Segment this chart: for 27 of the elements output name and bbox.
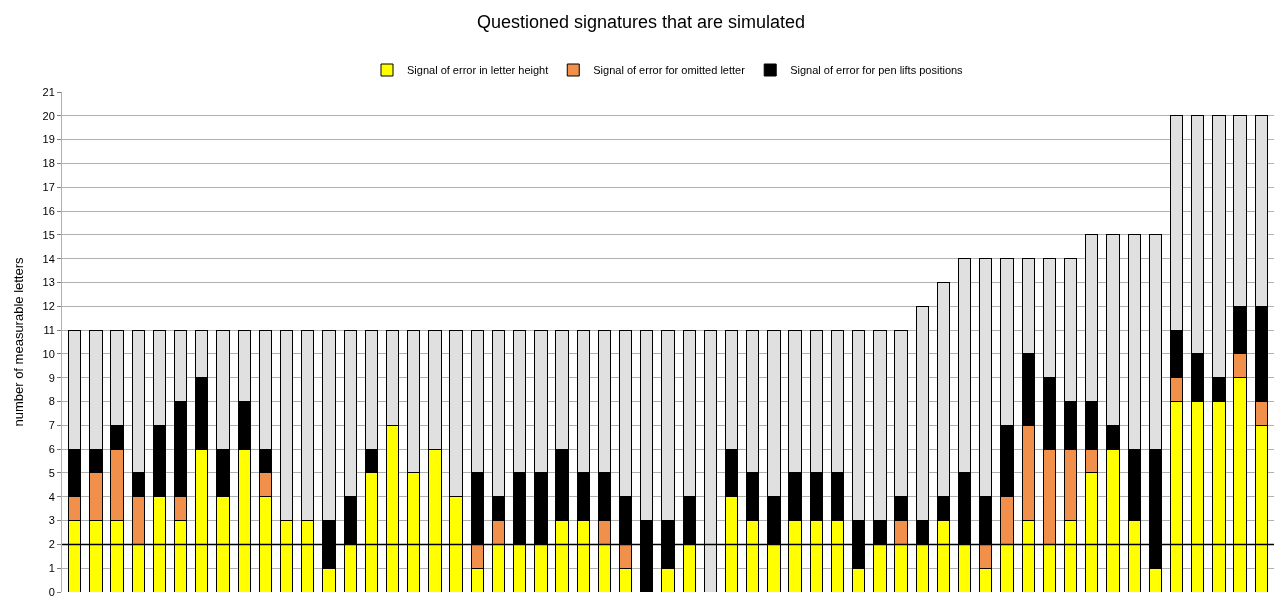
y-tick-label: 13	[42, 276, 55, 289]
legend-label: Signal of error in letter height	[407, 64, 549, 77]
y-tick-label: 17	[42, 181, 55, 194]
chart-title: Questioned signatures that are simulated	[476, 11, 806, 32]
y-tick-label: 6	[48, 442, 55, 455]
legend-label: Signal of error for omitted letter	[593, 64, 746, 77]
legend-label: Signal of error for pen lifts positions	[790, 64, 964, 77]
y-tick-label: 16	[42, 204, 55, 217]
y-tick-label: 5	[48, 466, 55, 479]
y-tick-label: 8	[48, 395, 55, 408]
y-tick-label: 2	[48, 538, 55, 551]
y-tick-label: 14	[42, 252, 55, 265]
y-tick-label: 4	[48, 490, 55, 503]
y-tick-label: 10	[42, 347, 55, 360]
y-tick-label: 11	[43, 323, 55, 336]
y-tick-label: 12	[42, 300, 55, 313]
y-tick-label: 15	[42, 228, 55, 241]
y-tick-label: 18	[42, 157, 55, 170]
y-tick-label: 21	[42, 85, 55, 98]
y-tick-label: 1	[48, 562, 55, 575]
y-tick-label: 7	[48, 419, 55, 432]
y-tick-label: 9	[48, 371, 55, 384]
y-tick-label: 20	[42, 109, 55, 122]
y-axis-title: number of measurable letters	[11, 256, 27, 427]
y-tick-label: 3	[48, 514, 55, 527]
y-tick-label: 0	[48, 585, 55, 598]
y-tick-label: 19	[42, 133, 55, 146]
